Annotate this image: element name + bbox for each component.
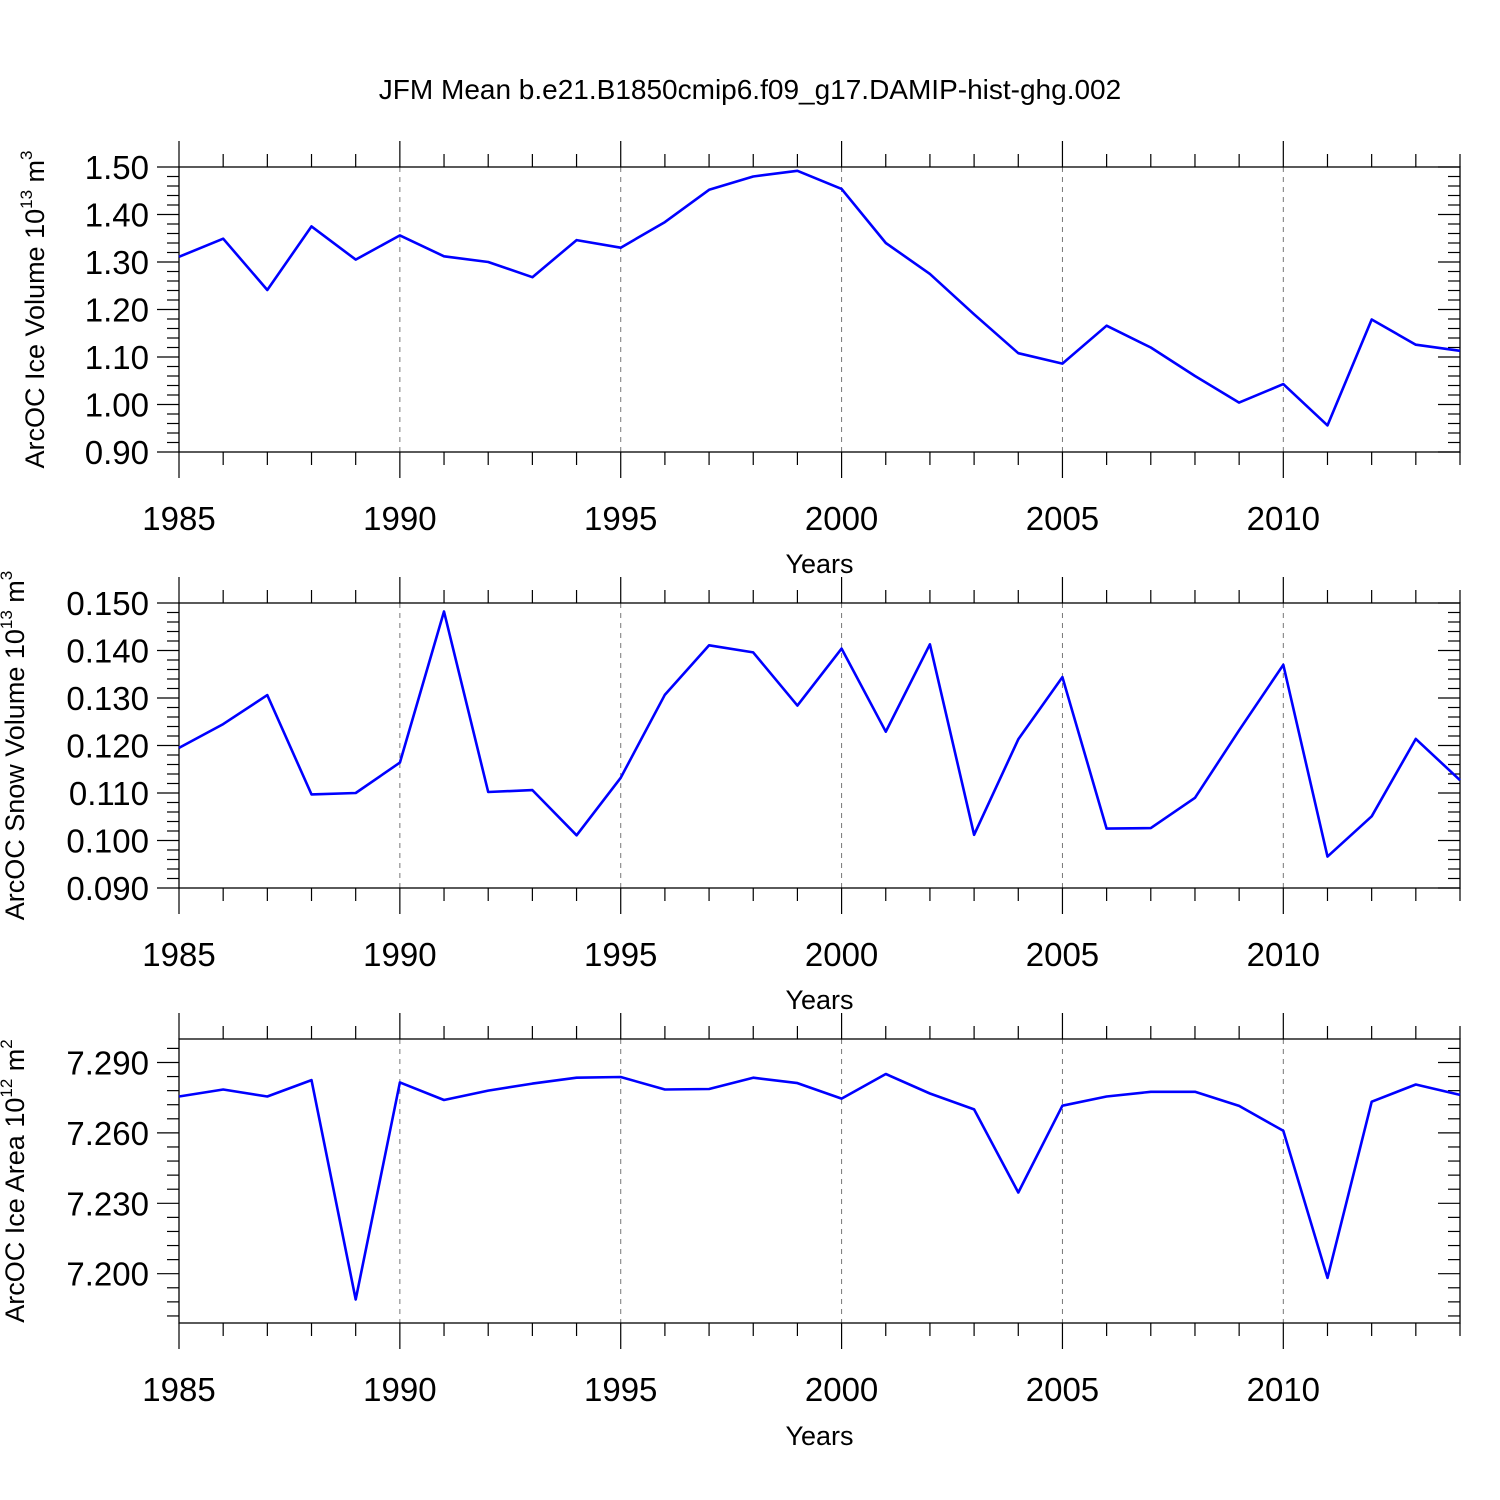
- y-label-unit-exponent: 3: [17, 150, 36, 159]
- x-tick-label: 2000: [805, 500, 878, 537]
- y-tick-label: 7.260: [66, 1115, 149, 1152]
- y-tick-label: 0.90: [85, 434, 149, 471]
- y-tick-label: 1.30: [85, 244, 149, 281]
- y-tick-labels: 0.90 1.00 1.10 1.20 1.30 1.40 1.50: [85, 149, 149, 471]
- x-tick-label: 2000: [805, 936, 878, 973]
- x-gridlines: [399, 603, 1284, 888]
- x-tick-label: 2005: [1026, 936, 1099, 973]
- y-label-exponent: 12: [0, 1079, 16, 1098]
- axis-ticks: [157, 141, 1461, 478]
- x-tick-label: 1985: [142, 1371, 215, 1408]
- x-tick-label: 1990: [363, 1371, 436, 1408]
- y-tick-labels: 7.200 7.230 7.260 7.290: [66, 1044, 149, 1292]
- y-label-unit: m: [0, 1049, 30, 1079]
- x-tick-label: 2000: [805, 1371, 878, 1408]
- panel-ice-volume: 0.90 1.00 1.10 1.20 1.30 1.40 1.50 1985 1990 199…: [17, 141, 1461, 579]
- y-label-exponent: 13: [17, 190, 36, 209]
- y-label-unit: m: [20, 160, 50, 190]
- x-gridlines: [399, 1039, 1284, 1323]
- x-tick-label: 2010: [1247, 1371, 1320, 1408]
- series-line-snow-volume: [178, 610, 1461, 858]
- axis-ticks: [157, 577, 1461, 914]
- plot-frame: [178, 1038, 1461, 1324]
- plot-frame: [178, 602, 1461, 889]
- y-label-unit-exponent: 3: [0, 571, 16, 580]
- y-tick-label: 1.40: [85, 197, 149, 234]
- x-tick-labels: 1985 1990 1995 2000 2005 2010: [142, 1371, 1320, 1408]
- x-axis-label: Years: [785, 985, 853, 1015]
- x-tick-label: 2010: [1247, 500, 1320, 537]
- y-tick-label: 7.290: [66, 1044, 149, 1081]
- y-tick-label: 0.130: [66, 680, 149, 717]
- x-tick-label: 1985: [142, 936, 215, 973]
- y-axis-label: ArcOC Snow Volume 1013 m3: [0, 571, 30, 921]
- x-tick-label: 1985: [142, 500, 215, 537]
- x-tick-label: 1995: [584, 500, 657, 537]
- y-tick-label: 1.50: [85, 149, 149, 186]
- y-tick-label: 0.090: [66, 870, 149, 907]
- x-tick-label: 2005: [1026, 1371, 1099, 1408]
- y-tick-label: 1.20: [85, 292, 149, 329]
- y-tick-labels: 0.090 0.100 0.110 0.120 0.130 0.140 0.150: [66, 585, 149, 907]
- series-line-ice-area: [178, 1072, 1461, 1301]
- y-tick-label: 7.200: [66, 1256, 149, 1293]
- x-tick-labels: 1985 1990 1995 2000 2005 2010: [142, 500, 1320, 537]
- y-label-exponent: 13: [0, 610, 16, 629]
- x-axis-label: Years: [785, 549, 853, 579]
- y-tick-label: 0.140: [66, 633, 149, 670]
- y-axis-label: ArcOC Ice Volume 1013 m3: [17, 150, 50, 468]
- x-tick-label: 1990: [363, 936, 436, 973]
- y-tick-label: 7.230: [66, 1185, 149, 1222]
- y-tick-label: 0.120: [66, 728, 149, 765]
- x-gridlines: [399, 167, 1284, 452]
- panel-snow-volume: 0.090 0.100 0.110 0.120 0.130 0.140 0.150 1985…: [0, 571, 1461, 1015]
- y-label-main: ArcOC Ice Volume 10: [20, 209, 50, 469]
- y-tick-label: 1.10: [85, 339, 149, 376]
- panel-ice-area: 7.200 7.230 7.260 7.290 1985 1990 1995 2000 200…: [0, 1013, 1461, 1451]
- y-label-main: ArcOC Snow Volume 10: [0, 629, 30, 920]
- x-tick-label: 1995: [584, 1371, 657, 1408]
- y-tick-label: 0.150: [66, 585, 149, 622]
- x-tick-labels: 1985 1990 1995 2000 2005 2010: [142, 936, 1320, 973]
- y-axis-label: ArcOC Ice Area 1012 m2: [0, 1039, 30, 1323]
- plot-frame: [178, 166, 1461, 453]
- x-axis-label: Years: [785, 1421, 853, 1451]
- y-tick-label: 0.100: [66, 823, 149, 860]
- y-tick-label: 0.110: [69, 775, 149, 812]
- y-tick-label: 1.00: [85, 387, 149, 424]
- x-tick-label: 2005: [1026, 500, 1099, 537]
- series-line-ice-volume: [178, 169, 1461, 427]
- x-tick-label: 2010: [1247, 936, 1320, 973]
- figure-title: JFM Mean b.e21.B1850cmip6.f09_g17.DAMIP-…: [379, 74, 1121, 105]
- x-tick-label: 1990: [363, 500, 436, 537]
- x-tick-label: 1995: [584, 936, 657, 973]
- axis-ticks: [157, 1013, 1461, 1349]
- y-label-unit: m: [0, 580, 30, 610]
- y-label-unit-exponent: 2: [0, 1039, 16, 1048]
- y-label-main: ArcOC Ice Area 10: [0, 1098, 30, 1323]
